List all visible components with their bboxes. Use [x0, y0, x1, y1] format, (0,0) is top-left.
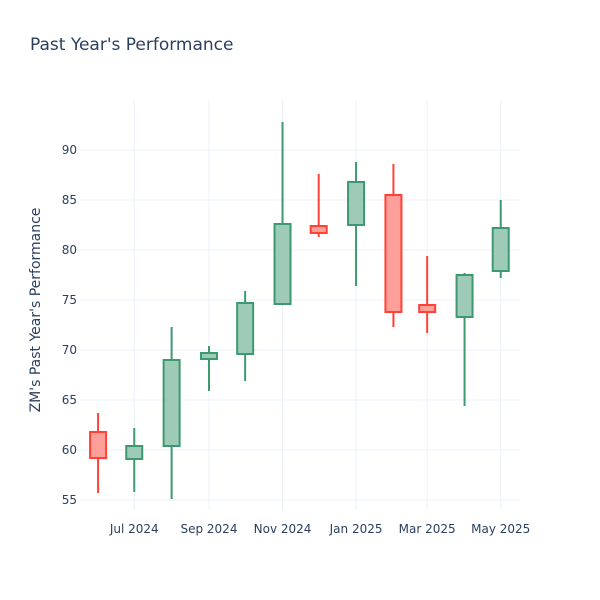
candle-increasing [273, 122, 292, 305]
candle-body [89, 431, 108, 459]
candle-increasing [125, 428, 144, 492]
candle-increasing [236, 291, 255, 381]
y-tick-label: 70 [62, 343, 77, 357]
candle-increasing [491, 200, 510, 278]
y-tick-label: 65 [62, 393, 77, 407]
candle-increasing [347, 162, 366, 286]
candle-decreasing [384, 164, 403, 327]
candle-body [125, 445, 144, 460]
candle-increasing [162, 327, 181, 499]
candle-body [162, 359, 181, 447]
x-tick-labels: Jul 2024 Sep 2024 Nov 2024 Jan 2025 Mar 2025… [109, 522, 530, 536]
x-tick-label: May 2025 [471, 522, 530, 536]
y-axis-title: ZM's Past Year's Performance [28, 208, 44, 413]
y-tick-labels: 55 60 65 70 75 80 85 90 [62, 143, 77, 507]
candle-decreasing [418, 256, 437, 333]
y-tick-label: 80 [62, 243, 77, 257]
candle-body [384, 194, 403, 313]
x-tick-label: Nov 2024 [254, 522, 312, 536]
candle-increasing [199, 346, 218, 391]
chart-title: Past Year's Performance [30, 35, 234, 55]
y-tick-label: 55 [62, 493, 77, 507]
x-tick-label: Jul 2024 [109, 522, 159, 536]
y-tick-label: 85 [62, 193, 77, 207]
x-tick-label: Mar 2025 [399, 522, 456, 536]
candle-body [236, 302, 255, 355]
x-tick-label: Sep 2024 [180, 522, 237, 536]
y-tick-label: 75 [62, 293, 77, 307]
candle-body [455, 274, 474, 318]
candle-decreasing [309, 174, 328, 237]
x-tick-label: Jan 2025 [329, 522, 383, 536]
candle-body [199, 352, 218, 360]
candle-body [309, 225, 328, 234]
y-tick-label: 60 [62, 443, 77, 457]
candle-body [491, 227, 510, 272]
candles-layer [89, 122, 510, 499]
candle-increasing [455, 273, 474, 406]
candle-body [347, 181, 366, 226]
candle-body [418, 304, 437, 313]
y-tick-label: 90 [62, 143, 77, 157]
candle-body [273, 223, 292, 305]
candle-decreasing [89, 413, 108, 493]
